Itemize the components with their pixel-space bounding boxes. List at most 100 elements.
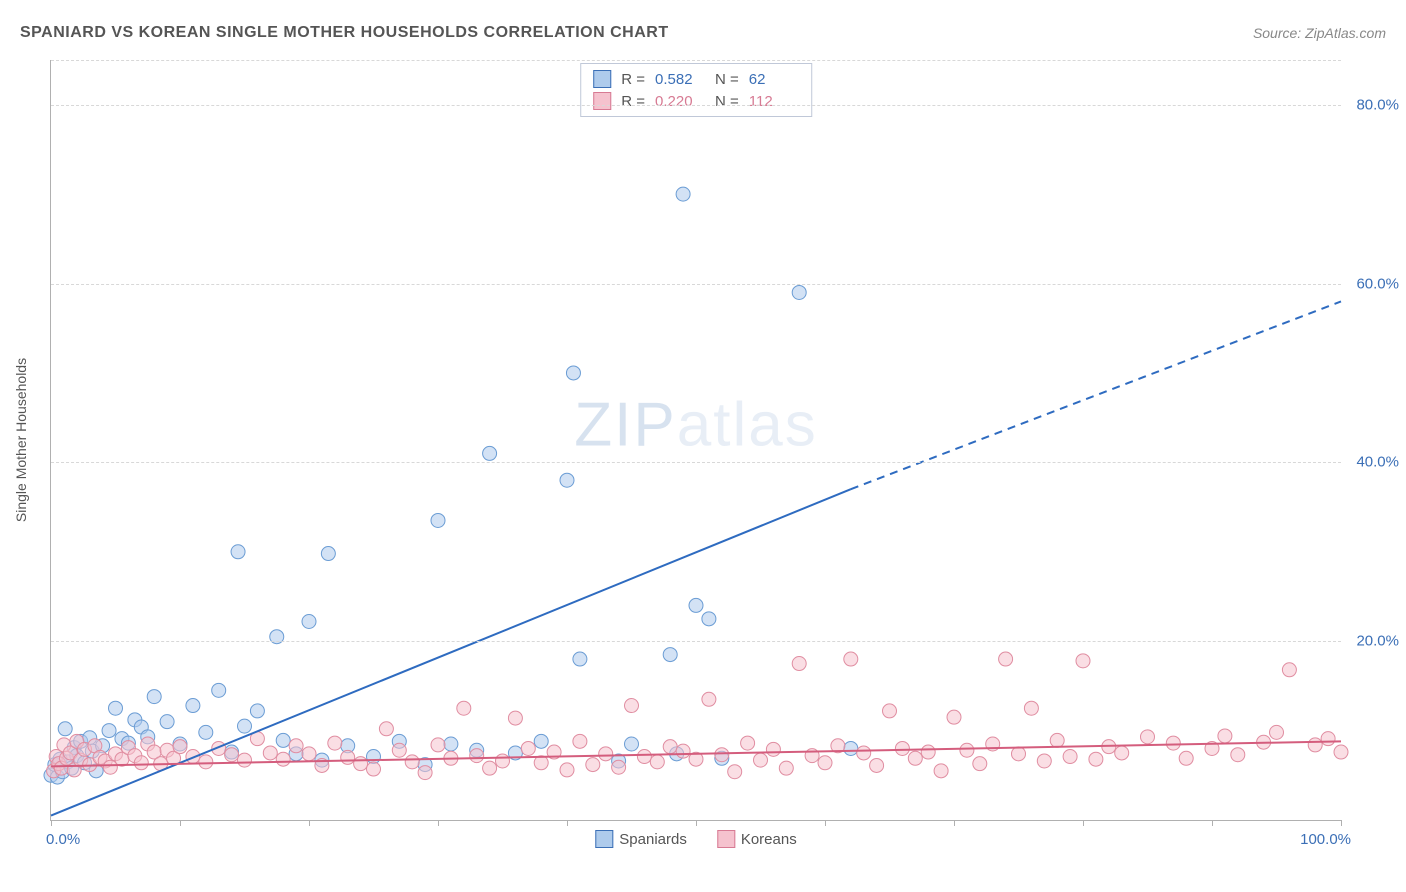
n-value-1: 62 <box>749 71 799 88</box>
data-point <box>560 763 574 777</box>
data-point <box>496 754 510 768</box>
data-point <box>444 737 458 751</box>
data-point <box>276 752 290 766</box>
stats-row-2: R = 0.220 N = 112 <box>593 90 799 112</box>
y-tick-label: 60.0% <box>1349 275 1399 292</box>
data-point <box>109 701 123 715</box>
source-label: Source: ZipAtlas.com <box>1253 25 1386 41</box>
r-value-1: 0.582 <box>655 71 705 88</box>
data-point <box>199 755 213 769</box>
data-point <box>186 699 200 713</box>
data-point <box>58 722 72 736</box>
legend-swatch-pink-icon <box>717 830 735 848</box>
data-point <box>715 748 729 762</box>
data-point <box>792 285 806 299</box>
data-point <box>663 740 677 754</box>
data-point <box>728 765 742 779</box>
n-label-2: N = <box>715 93 739 110</box>
data-point <box>960 743 974 757</box>
data-point <box>1334 745 1348 759</box>
data-point <box>341 750 355 764</box>
data-point <box>302 615 316 629</box>
stats-row-1: R = 0.582 N = 62 <box>593 68 799 90</box>
data-point <box>947 710 961 724</box>
n-value-2: 112 <box>749 93 799 110</box>
legend-label-2: Koreans <box>741 831 797 848</box>
data-point <box>566 366 580 380</box>
data-point <box>857 746 871 760</box>
y-tick-label: 80.0% <box>1349 96 1399 113</box>
data-point <box>637 750 651 764</box>
data-point <box>676 187 690 201</box>
data-point <box>250 704 264 718</box>
chart-title: SPANIARD VS KOREAN SINGLE MOTHER HOUSEHO… <box>20 24 669 42</box>
data-point <box>231 545 245 559</box>
data-point <box>328 736 342 750</box>
x-tick <box>567 820 568 826</box>
data-point <box>173 740 187 754</box>
data-point <box>689 598 703 612</box>
x-tick <box>696 820 697 826</box>
data-point <box>779 761 793 775</box>
legend-label-1: Spaniards <box>619 831 687 848</box>
x-tick <box>954 820 955 826</box>
data-point <box>792 657 806 671</box>
data-point <box>586 758 600 772</box>
data-point <box>844 741 858 755</box>
trend-line-dashed <box>851 301 1341 489</box>
data-point <box>1308 738 1322 752</box>
data-point <box>573 652 587 666</box>
legend-swatch-blue-icon <box>595 830 613 848</box>
n-label: N = <box>715 71 739 88</box>
data-point <box>560 473 574 487</box>
gridline <box>51 60 1341 61</box>
x-tick <box>180 820 181 826</box>
data-point <box>367 762 381 776</box>
data-point <box>392 743 406 757</box>
gridline <box>51 641 1341 642</box>
data-point <box>1282 663 1296 677</box>
data-point <box>483 761 497 775</box>
data-point <box>354 757 368 771</box>
x-tick <box>1083 820 1084 826</box>
data-point <box>973 757 987 771</box>
title-bar: SPANIARD VS KOREAN SINGLE MOTHER HOUSEHO… <box>20 18 1386 48</box>
data-point <box>1141 730 1155 744</box>
stats-box: R = 0.582 N = 62 R = 0.220 N = 112 <box>580 63 812 117</box>
data-point <box>1231 748 1245 762</box>
data-point <box>521 741 535 755</box>
x-tick <box>309 820 310 826</box>
data-point <box>225 748 239 762</box>
data-point <box>921 745 935 759</box>
plot-area: Single Mother Households ZIPatlas R = 0.… <box>50 60 1341 821</box>
data-point <box>573 734 587 748</box>
data-point <box>199 725 213 739</box>
data-point <box>483 446 497 460</box>
data-point <box>457 701 471 715</box>
data-point <box>663 648 677 662</box>
data-point <box>999 652 1013 666</box>
data-point <box>818 756 832 770</box>
data-point <box>934 764 948 778</box>
data-point <box>1218 729 1232 743</box>
x-label-max: 100.0% <box>1300 831 1351 848</box>
data-point <box>1024 701 1038 715</box>
data-point <box>534 734 548 748</box>
data-point <box>238 719 252 733</box>
data-point <box>431 738 445 752</box>
data-point <box>1321 732 1335 746</box>
legend-item-1: Spaniards <box>595 830 687 848</box>
data-point <box>1115 746 1129 760</box>
data-point <box>321 547 335 561</box>
y-axis-title: Single Mother Households <box>13 358 29 522</box>
bottom-legend: Spaniards Koreans <box>595 830 796 848</box>
chart-container: SPANIARD VS KOREAN SINGLE MOTHER HOUSEHO… <box>0 0 1406 892</box>
data-point <box>844 652 858 666</box>
data-point <box>870 758 884 772</box>
data-point <box>766 742 780 756</box>
r-label: R = <box>621 71 645 88</box>
data-point <box>508 711 522 725</box>
data-point <box>702 692 716 706</box>
x-tick <box>1212 820 1213 826</box>
r-label-2: R = <box>621 93 645 110</box>
